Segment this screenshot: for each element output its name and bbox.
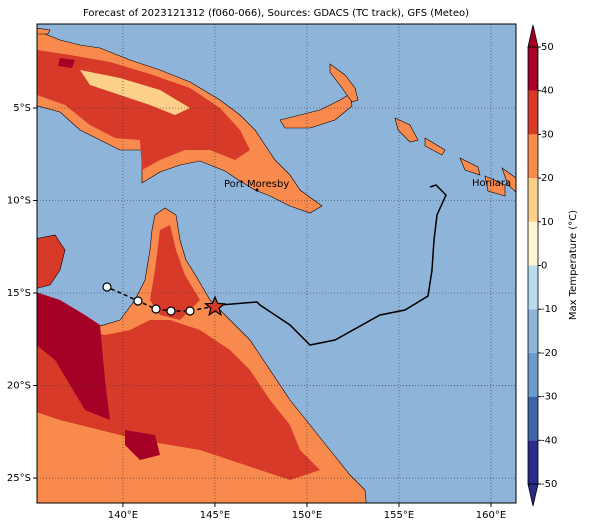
x-tick-label: 160°E	[476, 510, 506, 521]
x-tick-label: 155°E	[384, 510, 414, 521]
colorbar-tick-label: 50	[541, 42, 554, 53]
map-area: Port Moresby Honiara	[37, 24, 516, 503]
australia	[37, 207, 367, 503]
colorbar-tick-label: 40	[541, 86, 554, 97]
place-label: Honiara	[472, 178, 511, 189]
colorbar-label: Max Temperature (°C)	[568, 210, 579, 320]
colorbar-tick-label: 20	[541, 173, 554, 184]
colorbar-band	[528, 47, 538, 91]
colorbar-tick-label: -40	[541, 435, 557, 446]
colorbar-band	[528, 178, 538, 222]
place-label: Port Moresby	[224, 179, 289, 190]
colorbar-extend	[527, 483, 539, 507]
cyclone-track	[102, 184, 447, 346]
new-guinea	[37, 27, 516, 214]
x-tick-label: 150°E	[292, 510, 322, 521]
y-tick-label: 10°S	[7, 196, 31, 207]
colorbar-tick-label: 30	[541, 129, 554, 140]
colorbar-tick-label: 0	[541, 261, 547, 272]
colorbar-extend	[527, 24, 539, 48]
colorbar-tick-label: -20	[541, 348, 557, 359]
colorbar-band	[528, 396, 538, 441]
y-tick-label: 20°S	[7, 381, 31, 392]
colorbar-tick-label: -10	[541, 304, 557, 315]
colorbar-tick-label: 10	[541, 217, 554, 228]
y-tick-label: 15°S	[7, 288, 31, 299]
chart-title: Forecast of 2023121312 (f060-066), Sourc…	[83, 8, 469, 19]
colorbar-band	[528, 440, 538, 484]
colorbar-band	[528, 134, 538, 179]
colorbar-band	[528, 90, 538, 135]
colorbar-band	[528, 352, 538, 397]
colorbar-tick-label: -30	[541, 392, 557, 403]
y-tick-label: 25°S	[7, 473, 31, 484]
x-tick-label: 145°E	[200, 510, 230, 521]
map-frame	[36, 23, 517, 504]
x-tick-label: 140°E	[108, 510, 138, 521]
colorbar-band	[528, 221, 538, 266]
colorbar-band	[528, 265, 538, 310]
colorbar-tick-label: -50	[541, 479, 557, 490]
y-tick-label: 5°S	[13, 103, 31, 114]
colorbar-band	[528, 309, 538, 353]
